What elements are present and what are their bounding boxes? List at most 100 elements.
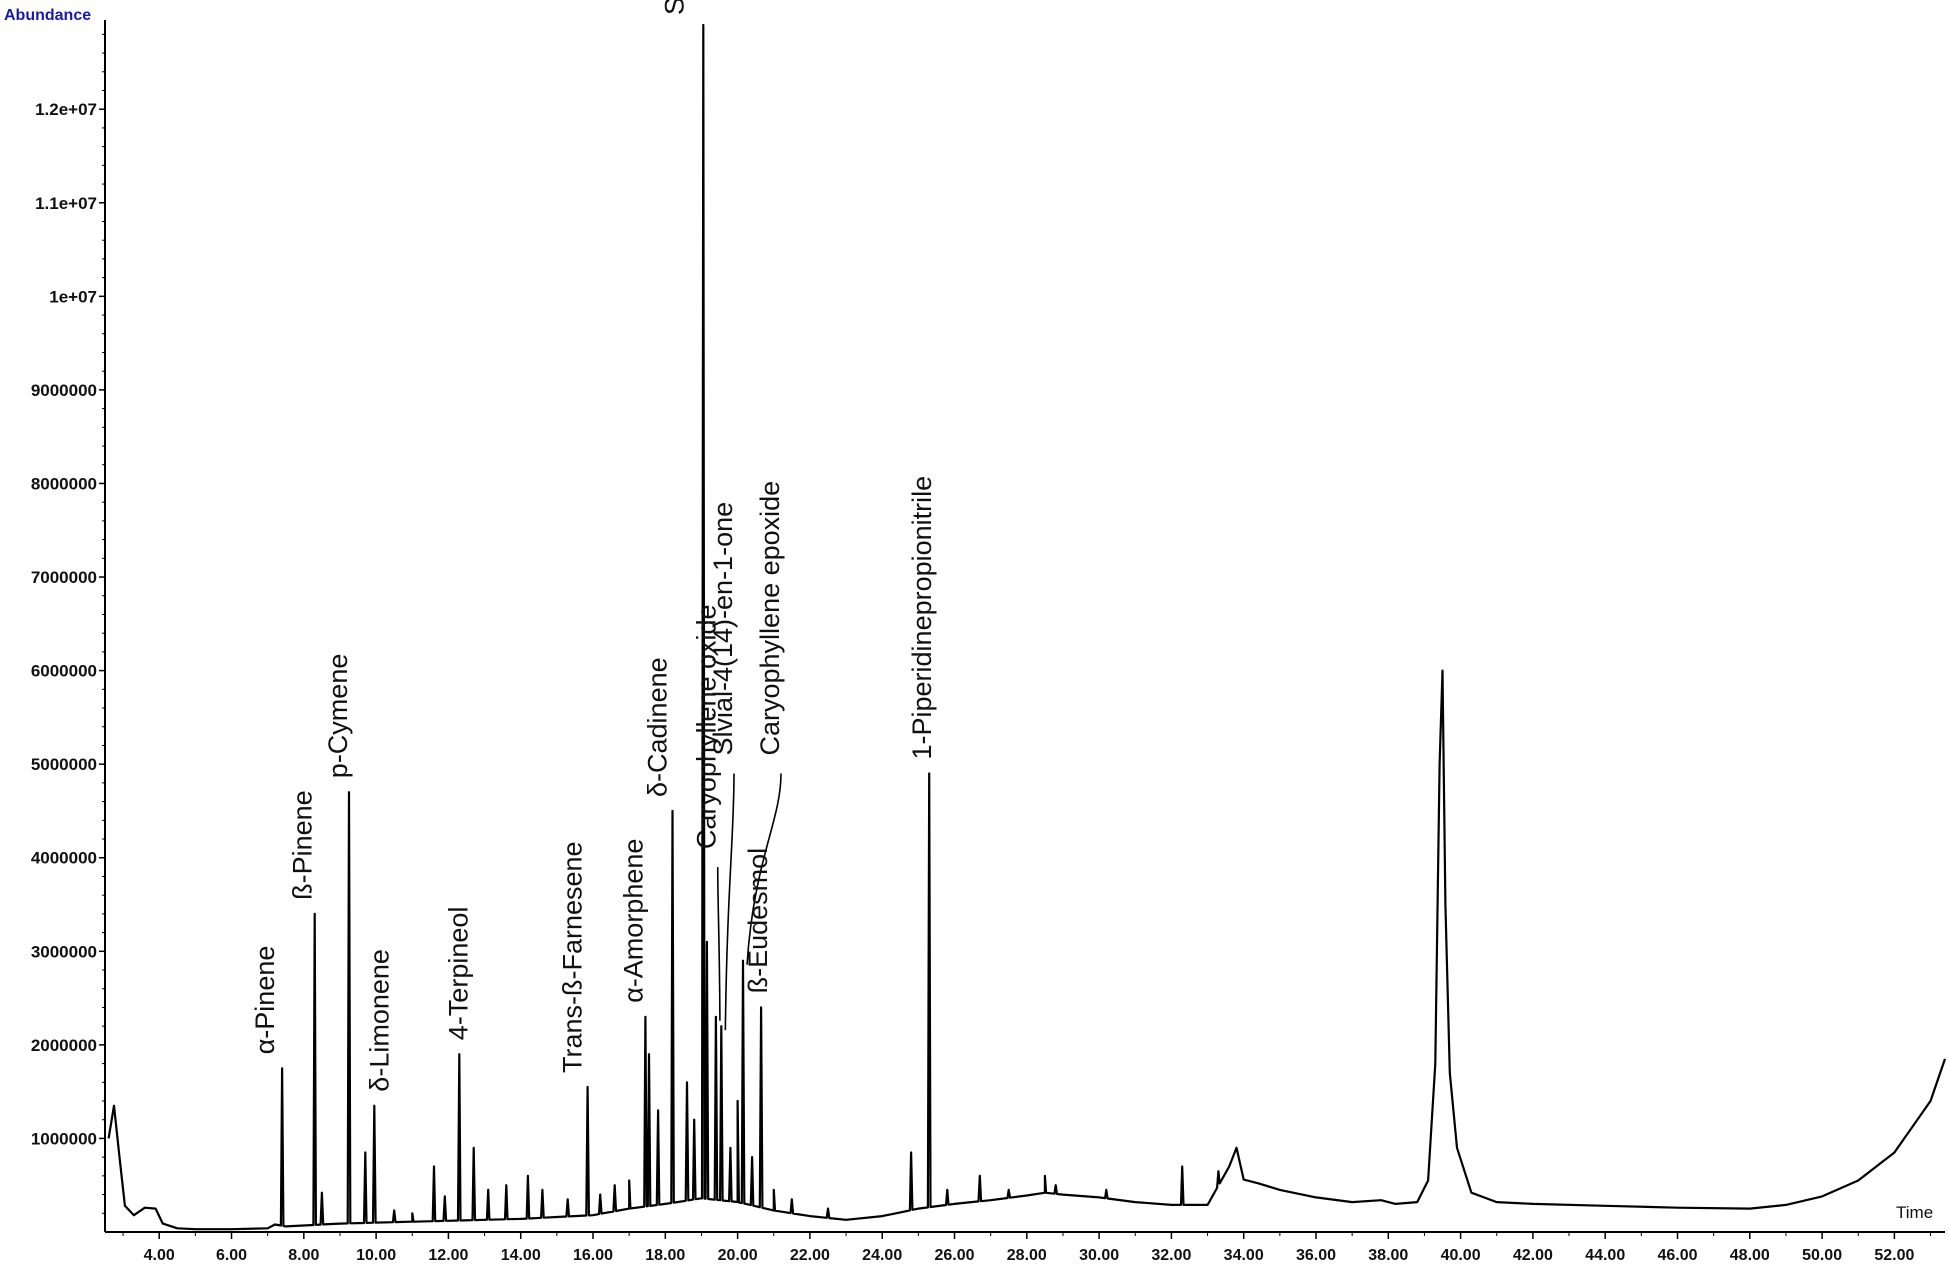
peak-label: p-Cymene xyxy=(323,654,353,779)
x-tick-label: 8.00 xyxy=(288,1247,319,1264)
peak-label: Slvial-4(14)-en-1-one xyxy=(708,502,738,756)
y-tick-label: 4000000 xyxy=(31,849,97,868)
y-tick-label: 3000000 xyxy=(31,942,97,961)
peak-label: Caryophyllene epoxide xyxy=(755,481,785,756)
y-tick-label: 9000000 xyxy=(31,381,97,400)
peak-marker xyxy=(487,1189,489,1191)
peak-marker xyxy=(791,1198,793,1201)
peak-marker xyxy=(433,1165,435,1168)
x-tick-label: 28.00 xyxy=(1007,1247,1047,1264)
peak-label: δ-Cadinene xyxy=(643,657,673,797)
y-tick-label: 2000000 xyxy=(31,1036,97,1055)
x-tick-label: 22.00 xyxy=(790,1247,830,1264)
peak-marker xyxy=(751,1156,753,1158)
peak-marker xyxy=(505,1184,508,1187)
annotation-leader-line xyxy=(746,773,782,965)
peak-marker xyxy=(472,1146,475,1149)
peak-marker xyxy=(411,1212,414,1215)
peak-marker xyxy=(566,1198,569,1201)
x-tick-label: 10.00 xyxy=(356,1247,396,1264)
x-tick-label: 12.00 xyxy=(428,1247,468,1264)
y-tick-label: 5000000 xyxy=(31,755,97,774)
peak-marker xyxy=(321,1191,323,1194)
peak-marker xyxy=(281,1067,283,1070)
x-axis: 4.00 6.00 8.00 10.00 12.00 14.00 16.00 18.00 20.… xyxy=(105,1231,1945,1264)
y-axis: 1000000 2000000 3000000 4000000 5000000 60000… xyxy=(31,20,106,1232)
y-tick-label: 1000000 xyxy=(31,1129,97,1148)
x-tick-label: 6.00 xyxy=(216,1247,247,1264)
peak-label: Trans-ß-Farnesene xyxy=(558,841,588,1073)
x-tick-label: 36.00 xyxy=(1296,1247,1336,1264)
x-tick-label: 52.00 xyxy=(1874,1247,1914,1264)
peak-marker xyxy=(1007,1189,1010,1191)
peak-marker xyxy=(444,1195,446,1198)
peak-marker xyxy=(720,1025,723,1027)
x-tick-label: 20.00 xyxy=(718,1247,758,1264)
peak-marker xyxy=(702,24,705,26)
peak-marker xyxy=(1044,1175,1046,1177)
x-tick-label: 14.00 xyxy=(501,1247,541,1264)
y-tick-label: 1e+07 xyxy=(49,287,97,306)
peak-marker xyxy=(671,810,674,812)
peak-marker xyxy=(946,1189,949,1191)
x-axis-title: Time xyxy=(1896,1203,1933,1222)
x-tick-label: 18.00 xyxy=(645,1247,685,1264)
x-tick-label: 48.00 xyxy=(1730,1247,1770,1264)
peak-marker xyxy=(693,1118,696,1121)
x-tick-label: 50.00 xyxy=(1802,1247,1842,1264)
x-tick-label: 38.00 xyxy=(1368,1247,1408,1264)
peak-marker xyxy=(541,1189,544,1191)
x-tick-label: 16.00 xyxy=(573,1247,613,1264)
y-tick-label: 1.1e+07 xyxy=(35,194,97,213)
peak-marker xyxy=(742,959,744,962)
x-tick-label: 40.00 xyxy=(1441,1247,1481,1264)
x-tick-label: 34.00 xyxy=(1224,1247,1264,1264)
peak-marker xyxy=(586,1086,589,1088)
peak-label: ß-Eudesmol xyxy=(743,848,773,994)
y-axis-title: Abundance xyxy=(4,7,91,24)
peak-label: α-Amorphene xyxy=(618,839,648,1003)
peak-marker xyxy=(772,1189,775,1191)
peak-marker xyxy=(827,1207,829,1210)
peak-label: Caryophyllene oxide xyxy=(692,604,722,849)
y-tick-label: 1.2e+07 xyxy=(35,100,97,119)
peak-marker xyxy=(979,1175,981,1177)
peak-label: δ-Limonene xyxy=(364,949,394,1092)
peak-marker xyxy=(1181,1165,1184,1168)
x-tick-label: 30.00 xyxy=(1079,1247,1119,1264)
peak-marker xyxy=(348,791,350,794)
y-tick-label: 6000000 xyxy=(31,662,97,681)
peak-marker xyxy=(613,1184,616,1187)
peak-marker xyxy=(686,1081,688,1084)
peak-marker xyxy=(644,1015,647,1018)
peak-marker xyxy=(373,1104,376,1107)
peak-marker xyxy=(736,1100,739,1102)
x-tick-label: 4.00 xyxy=(144,1247,175,1264)
peak-marker xyxy=(364,1151,367,1154)
x-tick-label: 44.00 xyxy=(1585,1247,1625,1264)
y-tick-label: 8000000 xyxy=(31,474,97,493)
peak-marker xyxy=(599,1193,602,1196)
peak-marker xyxy=(910,1151,912,1154)
peak-marker xyxy=(1217,1170,1220,1172)
peak-marker xyxy=(313,913,316,915)
peak-marker xyxy=(657,1109,659,1112)
peak-label: α-Pinene xyxy=(250,946,280,1055)
peak-marker xyxy=(628,1179,630,1182)
annotation-leader-line xyxy=(716,867,721,1021)
peak-marker xyxy=(1105,1189,1108,1191)
peak-marker xyxy=(760,1006,762,1009)
peak-label: Spathulenol xyxy=(659,0,689,15)
annotation-leader-line xyxy=(724,773,735,1031)
peak-marker xyxy=(458,1053,461,1056)
x-tick-label: 42.00 xyxy=(1513,1247,1553,1264)
peak-label: 4-Terpineol xyxy=(443,907,473,1041)
peak-marker xyxy=(527,1175,529,1177)
series-group xyxy=(107,23,1947,1231)
peak-marker xyxy=(648,1053,650,1056)
peak-marker xyxy=(715,1015,717,1018)
peak-marker xyxy=(1054,1184,1057,1187)
peak-marker xyxy=(729,1146,732,1149)
